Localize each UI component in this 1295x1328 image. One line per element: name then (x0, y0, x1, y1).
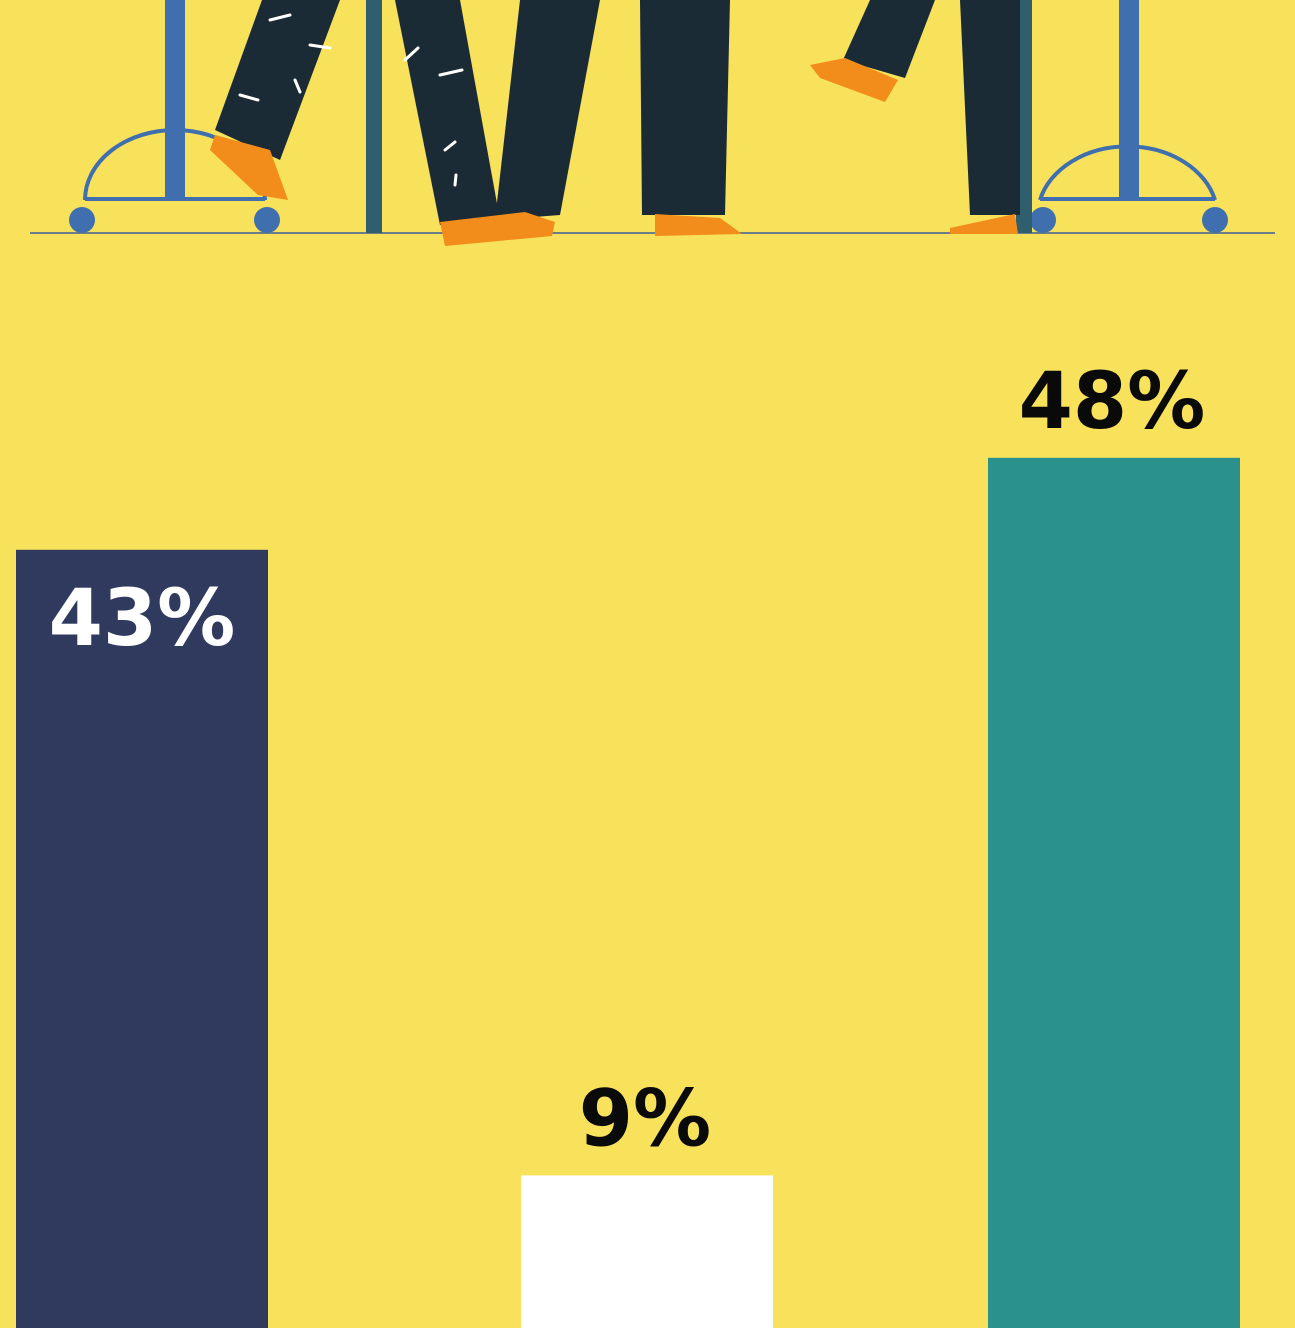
illustration (30, 0, 1275, 246)
value-label: 43% (49, 574, 236, 664)
value-label: 48% (1019, 357, 1206, 447)
bar (988, 457, 1240, 1328)
bar (16, 549, 268, 1328)
bar (521, 1175, 773, 1328)
value-label: 9% (579, 1074, 711, 1164)
